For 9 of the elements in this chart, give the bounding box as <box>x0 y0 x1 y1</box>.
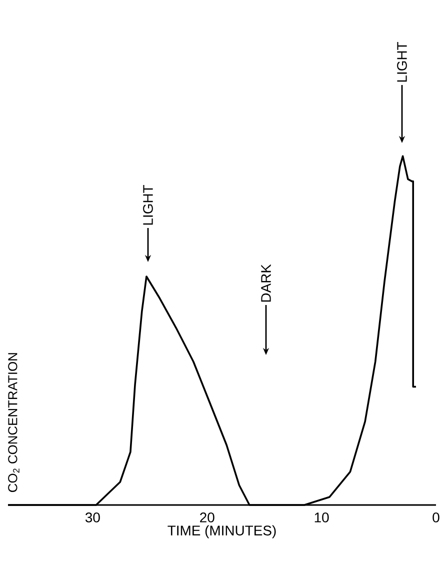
annotation: LIGHT <box>143 185 153 225</box>
x-tick-label: 20 <box>200 512 214 522</box>
x-tick-label: 0 <box>432 512 440 522</box>
x-axis-title: TIME (MINUTES) <box>168 525 276 538</box>
text: LIGHT <box>397 42 407 82</box>
y-axis-title: CO$_{2}$ CONCENTRATION <box>8 353 20 492</box>
x-tick-label: 10 <box>314 512 329 522</box>
annotation: DARK <box>261 264 271 302</box>
x-tick-label: 30 <box>85 512 100 522</box>
